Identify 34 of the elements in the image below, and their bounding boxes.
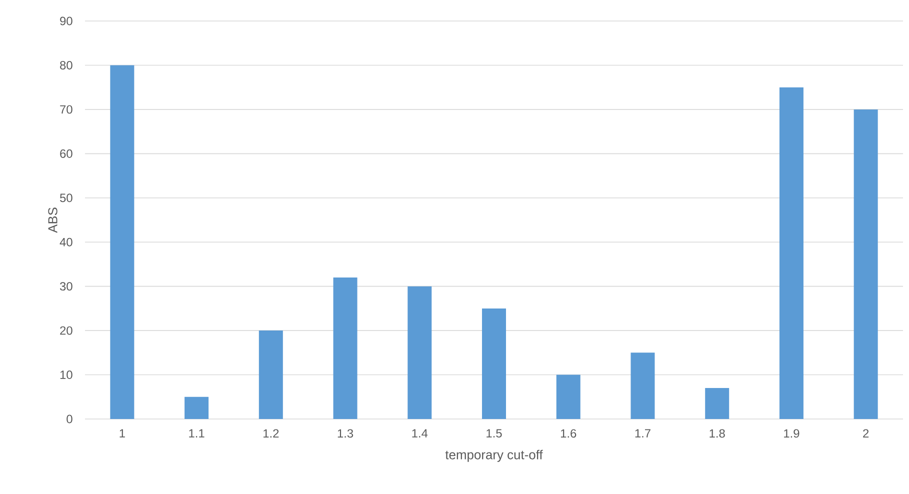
- bar: [556, 374, 580, 419]
- x-tick-label: 1.9: [784, 429, 800, 438]
- bar: [705, 388, 730, 419]
- y-tick-label: 30: [60, 282, 72, 291]
- y-tick-label: 0: [66, 414, 72, 424]
- x-tick-label: 1.4: [412, 429, 428, 438]
- y-tick-label: 50: [60, 194, 72, 202]
- bar: [333, 277, 358, 419]
- y-tick-label: 40: [60, 238, 72, 246]
- y-tick-label: 90: [60, 16, 72, 26]
- x-tick-label: 1.2: [264, 429, 279, 438]
- bar: [630, 352, 655, 419]
- bar: [110, 65, 134, 419]
- bar: [258, 330, 283, 419]
- bar: [779, 87, 804, 419]
- x-tick-label: 1.8: [710, 429, 725, 438]
- y-tick-label: 60: [60, 149, 72, 158]
- bar: [854, 109, 878, 419]
- x-tick-label: 1: [120, 429, 125, 438]
- bar: [184, 396, 209, 419]
- x-axis-title: temporary cut-off: [445, 450, 543, 462]
- x-tick-label: 1.7: [635, 429, 650, 438]
- y-axis-title: ABS: [48, 208, 58, 233]
- x-tick-label: 1.3: [338, 429, 354, 438]
- x-tick-label: 1.5: [486, 429, 502, 438]
- bar: [408, 286, 432, 419]
- x-tick-label: 1.6: [560, 429, 576, 438]
- x-tick-label: 1.1: [189, 429, 204, 438]
- y-tick-label: 80: [60, 60, 72, 70]
- y-tick-label: 10: [60, 370, 72, 379]
- x-tick-label: 2: [863, 429, 869, 438]
- y-tick-label: 70: [60, 105, 72, 114]
- bar: [482, 308, 506, 419]
- y-tick-label: 20: [60, 326, 72, 335]
